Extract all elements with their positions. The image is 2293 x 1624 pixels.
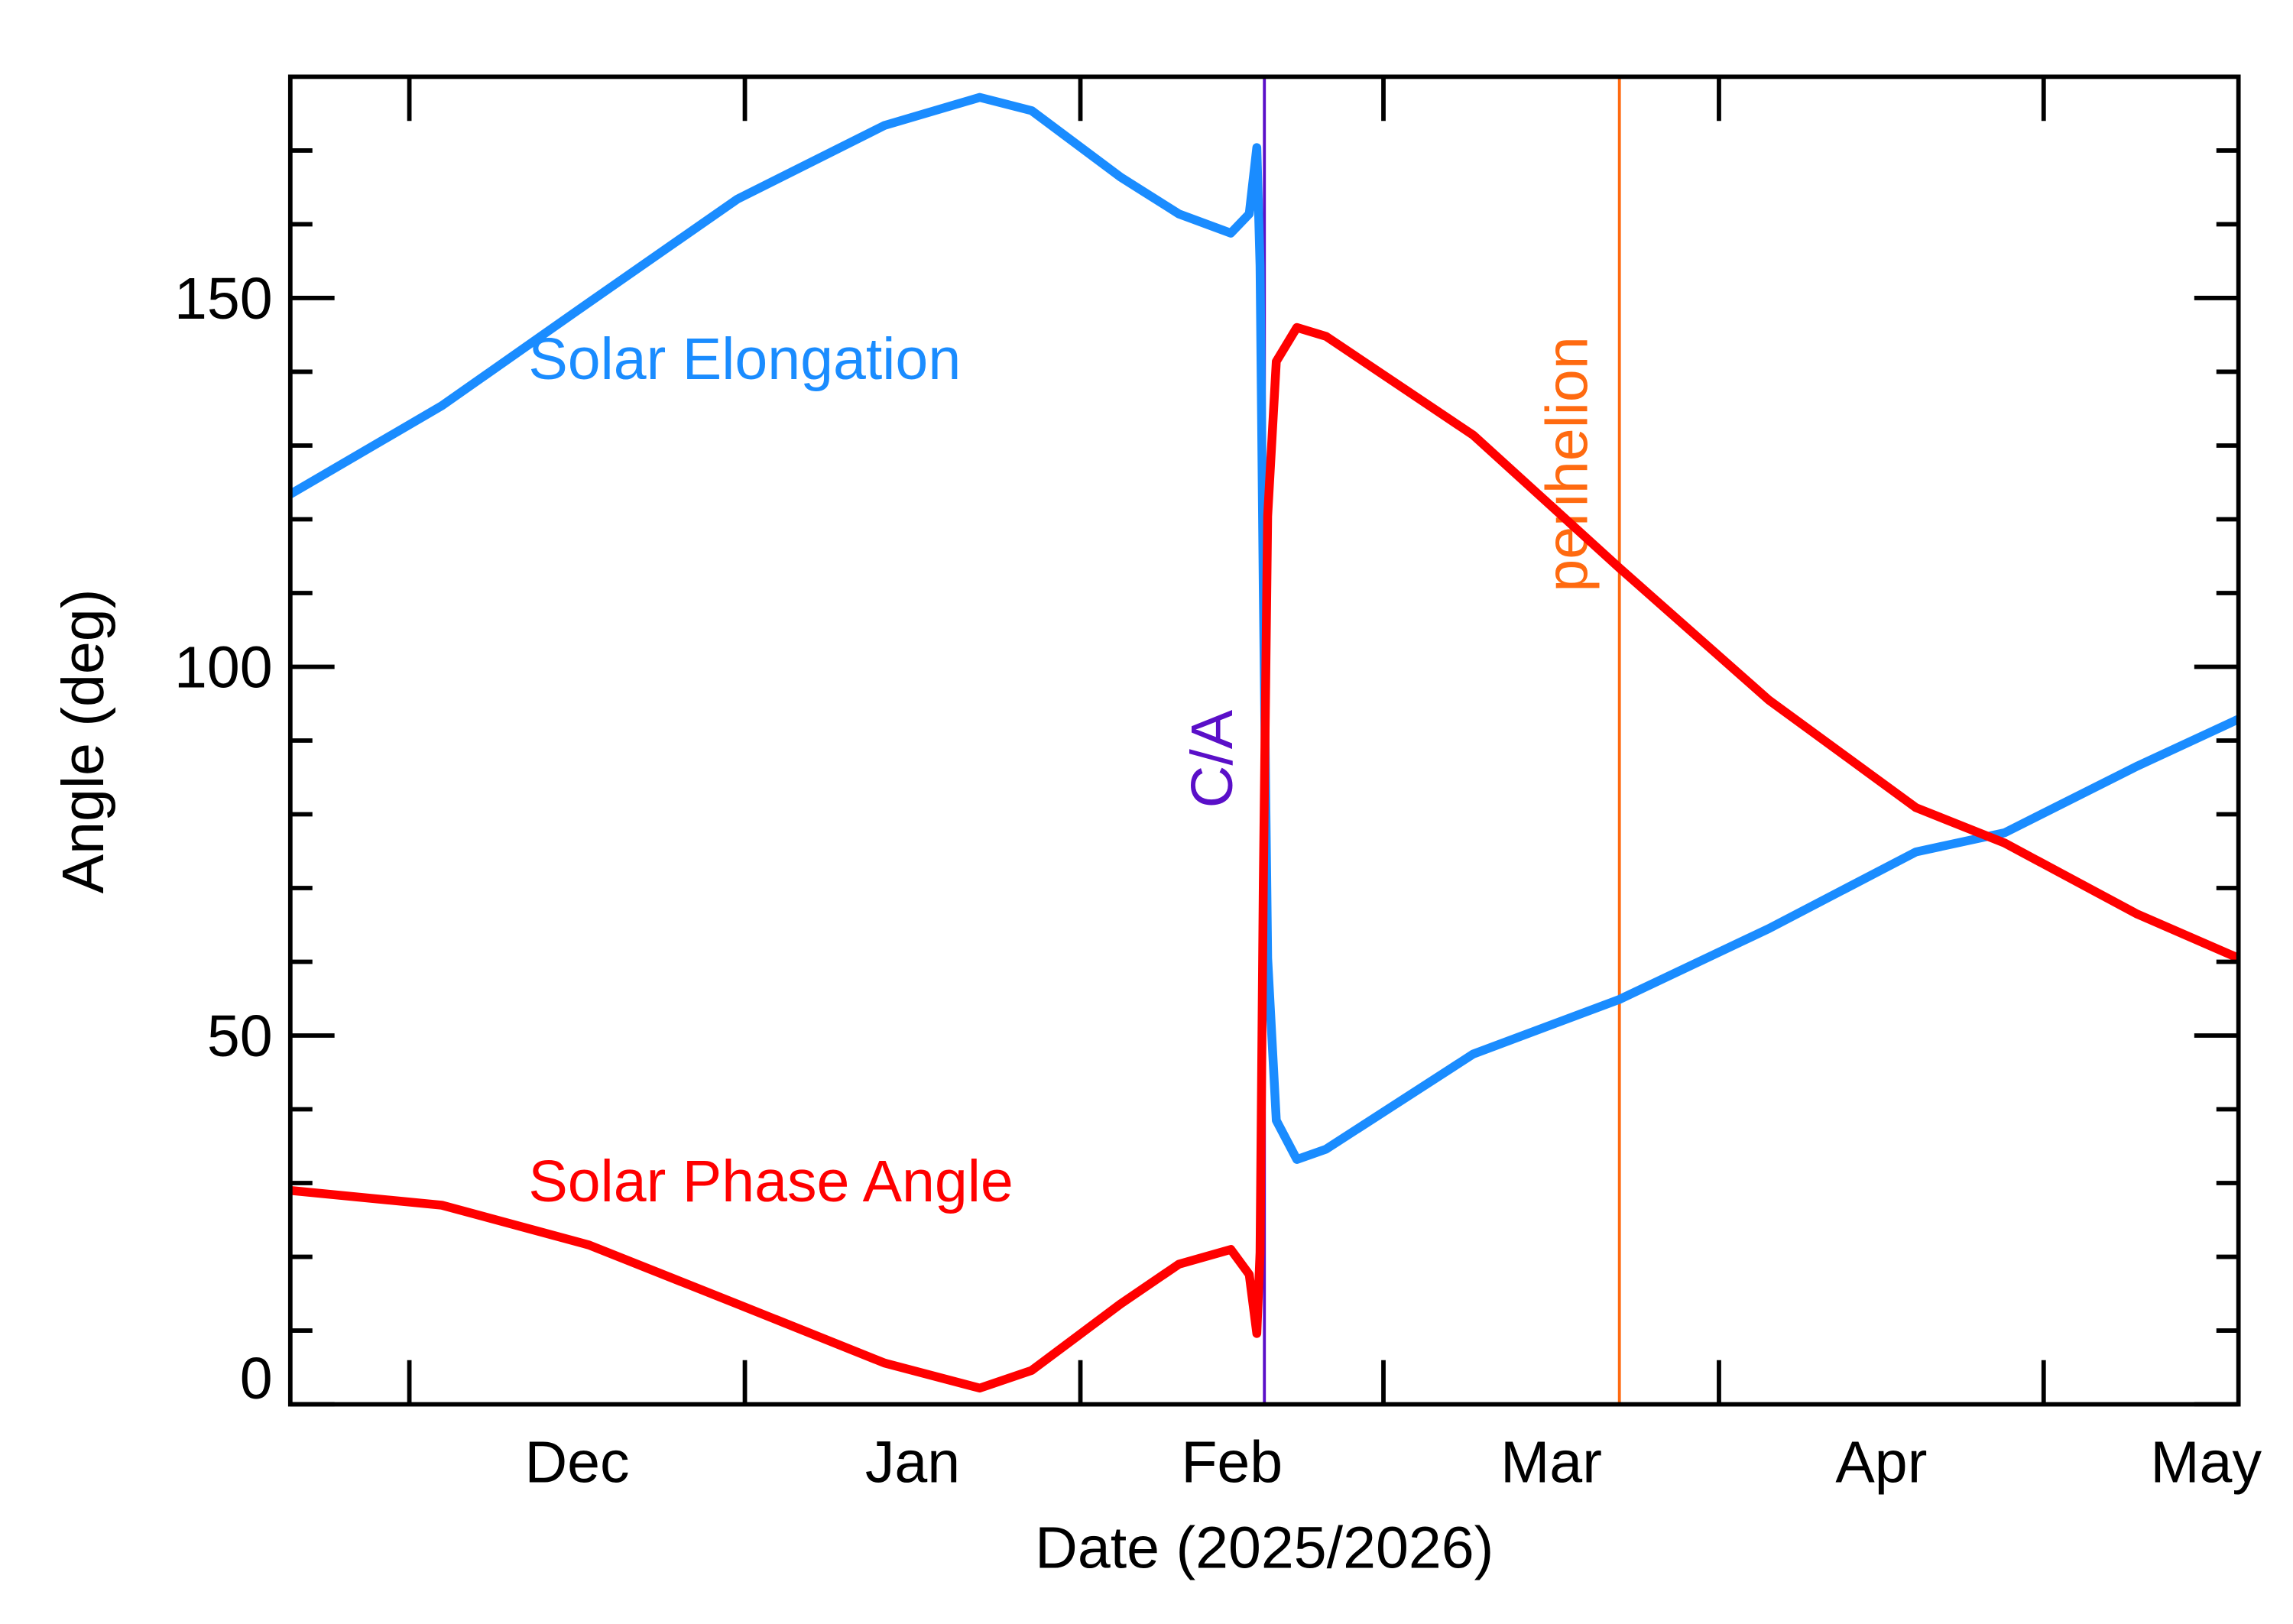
y-tick-label: 50: [207, 1003, 273, 1069]
x-tick-label: Apr: [1835, 1430, 1927, 1496]
y-tick-label: 0: [240, 1346, 273, 1412]
x-axis-label: Date (2025/2026): [1035, 1515, 1494, 1581]
x-tick-label: Mar: [1500, 1430, 1602, 1496]
reference-label: perihelion: [1534, 336, 1600, 592]
x-tick-label: Feb: [1181, 1430, 1283, 1496]
x-tick-label: May: [2150, 1430, 2262, 1496]
series-label: Solar Phase Angle: [528, 1149, 1013, 1214]
series-line: [290, 323, 2240, 1393]
reference-label: C/A: [1179, 709, 1245, 808]
y-axis-label: Angle (deg): [50, 589, 116, 894]
x-tick-label: Jan: [865, 1430, 960, 1496]
series-label: Solar Elongation: [528, 326, 961, 392]
series-line: [287, 92, 2241, 1164]
x-tick-label: Dec: [524, 1430, 629, 1496]
y-tick-label: 150: [174, 266, 273, 332]
y-tick-label: 100: [174, 634, 273, 700]
